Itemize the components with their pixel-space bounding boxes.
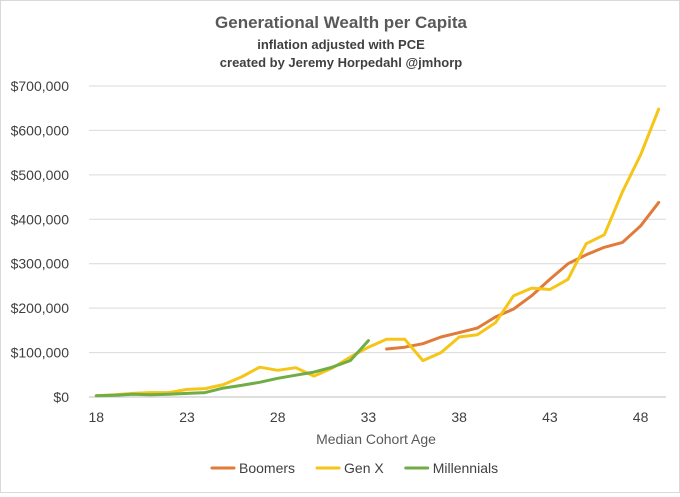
x-tick-label: 23 (179, 409, 195, 425)
chart-title: Generational Wealth per Capita (215, 13, 467, 32)
x-tick-label: 28 (270, 409, 286, 425)
y-tick-label: $700,000 (11, 78, 70, 94)
y-axis-tick-labels: $0 $100,000 $200,000 $300,000 $400,000 $500,0… (11, 78, 70, 405)
y-tick-label: $100,000 (11, 345, 70, 361)
x-tick-label: 38 (451, 409, 467, 425)
x-tick-label: 43 (542, 409, 558, 425)
y-tick-label: $500,000 (11, 167, 70, 183)
series-lines (94, 107, 661, 398)
y-tick-label: $400,000 (11, 211, 70, 227)
x-tick-label: 18 (88, 409, 104, 425)
x-axis-tick-labels: 18 23 28 33 38 43 48 (88, 409, 648, 425)
y-tick-label: $600,000 (11, 122, 70, 138)
gridlines (89, 85, 666, 398)
x-tick-label: 48 (633, 409, 649, 425)
y-tick-label: $200,000 (11, 300, 70, 316)
chart-subtitle-line-1: inflation adjusted with PCE (257, 37, 425, 52)
y-tick-label: $0 (53, 389, 69, 405)
x-tick-label: 33 (361, 409, 377, 425)
series-line-gen-x (94, 107, 661, 398)
legend-label: Millennials (433, 460, 498, 476)
legend-label: Boomers (239, 460, 295, 476)
chart-subtitle-line-2: created by Jeremy Horpedahl @jmhorp (220, 55, 462, 70)
legend-label: Gen X (344, 460, 384, 476)
x-axis-title: Median Cohort Age (316, 431, 436, 447)
series-line-boomers (385, 200, 661, 351)
y-tick-label: $300,000 (11, 256, 70, 272)
series-line-millennials (94, 339, 370, 398)
legend: Boomers Gen X Millennials (210, 460, 498, 476)
